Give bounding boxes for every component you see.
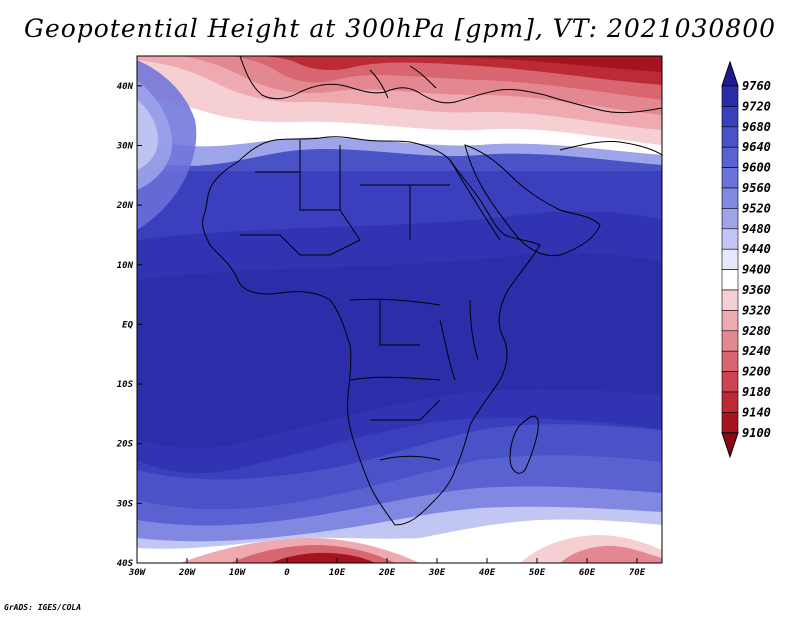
height-field [137, 56, 662, 563]
colorbar-level-label: 9320 [742, 303, 771, 317]
lat-tick-label: 30S [116, 499, 134, 509]
colorbar-bottom-arrow [721, 432, 739, 459]
colorbar-swatch [721, 85, 739, 107]
lon-tick-label: 40E [479, 568, 496, 578]
lon-tick-label: 60E [579, 568, 596, 578]
lat-tick-label: 40N [117, 82, 134, 92]
lat-tick-label: 10N [117, 261, 134, 271]
colorbar-swatch [721, 146, 739, 168]
colorbar-swatch [721, 330, 739, 352]
colorbar-swatch [721, 310, 739, 332]
colorbar-swatch [721, 187, 739, 209]
lat-tick-label: 40S [117, 559, 134, 569]
lat-tick-label: 20S [116, 440, 134, 450]
colorbar-level-label: 9520 [742, 201, 771, 215]
colorbar-level-label: 9760 [742, 79, 771, 93]
colorbar-level-label: 9360 [742, 283, 771, 297]
colorbar-level-label: 9400 [742, 263, 771, 277]
lat-tick-label: EQ [122, 320, 133, 330]
colorbar-swatch [721, 289, 739, 311]
coastlines [202, 56, 662, 526]
colorbar-level-label: 9480 [742, 222, 771, 236]
map-title: Geopotential Height at 300hPa [gpm], VT:… [23, 14, 777, 43]
colorbar-level-label: 9560 [742, 181, 771, 195]
lon-tick-label: 30W [128, 568, 147, 578]
colorbar-level-label: 9720 [742, 99, 771, 113]
colorbar-swatch [721, 248, 739, 270]
lon-tick-label: 70E [629, 568, 646, 578]
lon-tick-label: 0 [284, 568, 290, 578]
colorbar-swatch [721, 412, 739, 434]
colorbar-level-label: 9140 [742, 405, 771, 419]
colorbar-level-label: 9280 [742, 324, 771, 338]
colorbar-level-label: 9600 [742, 161, 771, 175]
colorbar-swatch [721, 167, 739, 189]
colorbar-top-arrow [721, 60, 739, 87]
colorbar-level-label: 9240 [742, 344, 771, 358]
colorbar-swatch [721, 106, 739, 128]
colorbar-swatch [721, 228, 739, 250]
colorbar-swatch [721, 269, 739, 291]
colorbar-level-label: 9680 [742, 120, 771, 134]
colorbar-level-label: 9180 [742, 385, 771, 399]
lon-tick-label: 10E [329, 568, 346, 578]
grads-credit: GrADS: IGES/COLA [4, 603, 82, 612]
lat-tick-label: 30N [116, 141, 134, 151]
colorbar-level-label: 9640 [742, 140, 771, 154]
lat-tick-label: 10S [117, 380, 134, 390]
lon-tick-label: 20E [378, 568, 396, 578]
plot-frame [136, 55, 663, 564]
lon-tick-label: 50E [529, 568, 546, 578]
lat-tick-label: 20N [116, 201, 134, 211]
lon-tick-label: 20W [178, 568, 197, 578]
colorbar: 9760 9720 9680 9640 9600 9560 9520 9480 9440 9400… [721, 60, 771, 459]
colorbar-level-label: 9200 [742, 365, 771, 379]
colorbar-swatch [721, 371, 739, 393]
colorbar-swatch [721, 391, 739, 413]
colorbar-swatch [721, 350, 739, 372]
colorbar-level-label: 9440 [742, 242, 771, 256]
colorbar-swatch [721, 208, 739, 230]
colorbar-level-label: 9100 [742, 426, 771, 440]
lon-tick-label: 30E [428, 568, 446, 578]
map-axes: 30W 20W 10W 0 10E 20E 30E 40E 50E 60E 70E 40N 30N 20N… [116, 82, 646, 578]
colorbar-swatch [721, 126, 739, 148]
lon-tick-label: 10W [229, 568, 247, 578]
